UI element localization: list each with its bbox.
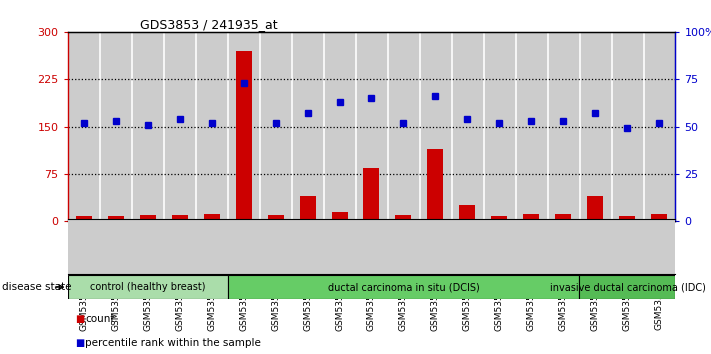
Bar xyxy=(165,32,194,221)
Bar xyxy=(613,32,642,221)
Bar xyxy=(325,32,354,221)
Text: disease state: disease state xyxy=(2,282,72,292)
Bar xyxy=(619,216,636,221)
Text: count: count xyxy=(85,314,114,324)
Bar xyxy=(453,32,482,221)
Text: ductal carcinoma in situ (DCIS): ductal carcinoma in situ (DCIS) xyxy=(328,282,479,292)
Bar xyxy=(363,167,380,221)
Bar xyxy=(395,215,412,221)
Text: percentile rank within the sample: percentile rank within the sample xyxy=(85,338,261,348)
Bar xyxy=(133,32,162,221)
Bar xyxy=(69,32,98,221)
Bar xyxy=(459,205,476,221)
Text: ■: ■ xyxy=(75,314,84,324)
Bar xyxy=(357,32,386,221)
Bar xyxy=(228,275,579,299)
Bar xyxy=(68,275,228,299)
Bar xyxy=(491,216,508,221)
Bar xyxy=(171,215,188,221)
Bar xyxy=(587,196,604,221)
Text: invasive ductal carcinoma (IDC): invasive ductal carcinoma (IDC) xyxy=(550,282,705,292)
Bar xyxy=(331,212,348,221)
Bar xyxy=(427,149,444,221)
Bar xyxy=(517,32,546,221)
Bar xyxy=(555,214,572,221)
Bar xyxy=(75,216,92,221)
Bar xyxy=(261,32,290,221)
Bar xyxy=(581,32,610,221)
Bar xyxy=(579,275,675,299)
Bar xyxy=(421,32,450,221)
Bar xyxy=(299,196,316,221)
Text: ■: ■ xyxy=(75,338,84,348)
Bar xyxy=(267,215,284,221)
Bar xyxy=(293,32,322,221)
Bar xyxy=(235,51,252,221)
Bar xyxy=(229,32,258,221)
Bar xyxy=(203,214,220,221)
Text: GDS3853 / 241935_at: GDS3853 / 241935_at xyxy=(141,18,278,31)
Bar xyxy=(485,32,514,221)
Bar xyxy=(101,32,130,221)
Bar xyxy=(389,32,418,221)
Bar xyxy=(197,32,226,221)
Bar xyxy=(523,214,540,221)
Text: control (healthy breast): control (healthy breast) xyxy=(90,282,205,292)
Bar xyxy=(651,214,668,221)
Bar xyxy=(645,32,674,221)
Bar xyxy=(107,216,124,221)
Bar xyxy=(139,215,156,221)
Bar xyxy=(549,32,578,221)
